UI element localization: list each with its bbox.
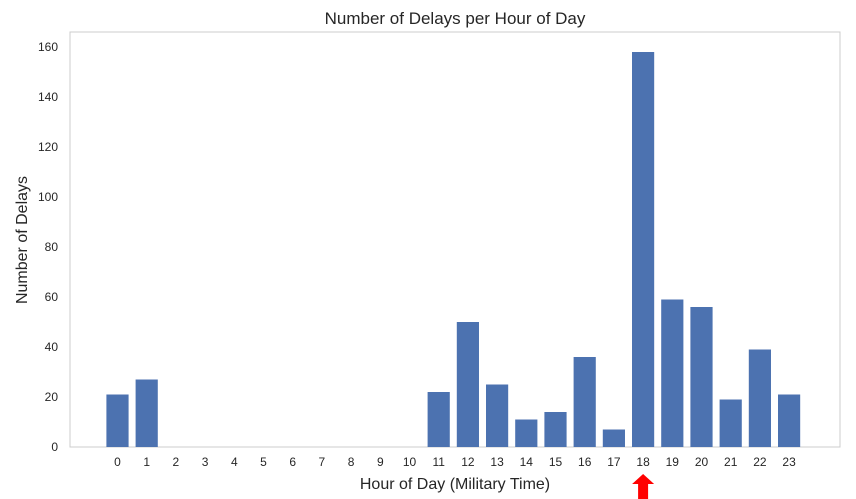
x-axis-label: Hour of Day (Military Time) — [360, 476, 550, 493]
x-tick-label: 10 — [403, 455, 417, 469]
bar-hour-20 — [690, 307, 713, 447]
bar-hour-12 — [456, 322, 479, 447]
x-tick-label: 22 — [753, 455, 767, 469]
x-tick-label: 17 — [607, 455, 621, 469]
x-tick-label: 6 — [289, 455, 296, 469]
bar-hour-23 — [778, 394, 801, 447]
chart-title: Number of Delays per Hour of Day — [325, 9, 586, 28]
x-tick-label: 19 — [666, 455, 680, 469]
bar-hour-21 — [719, 399, 742, 447]
y-tick-label: 40 — [45, 340, 59, 354]
x-tick-label: 5 — [260, 455, 267, 469]
y-axis-label: Number of Delays — [14, 176, 31, 304]
x-tick-label: 4 — [231, 455, 238, 469]
y-tick-labels: 0 20 40 60 80 100 120 140 160 — [38, 40, 58, 454]
x-tick-label: 8 — [348, 455, 355, 469]
x-tick-label: 13 — [490, 455, 504, 469]
plot-area — [69, 31, 841, 448]
x-tick-label: 9 — [377, 455, 384, 469]
bar-hour-1 — [135, 379, 158, 447]
bar-hour-13 — [486, 384, 509, 447]
x-tick-labels: 0 1 2 3 4 5 6 7 8 9 10 11 12 13 14 15 16 17 18 19 20 21 22 23 — [114, 455, 796, 469]
x-tick-label: 20 — [695, 455, 709, 469]
bar-hour-19 — [661, 299, 684, 447]
bar-hour-22 — [748, 349, 771, 447]
y-tick-label: 60 — [45, 290, 59, 304]
x-tick-label: 7 — [319, 455, 326, 469]
x-tick-label: 23 — [782, 455, 796, 469]
y-tick-label: 120 — [38, 140, 58, 154]
y-tick-label: 80 — [45, 240, 59, 254]
annotation-arrow — [632, 474, 655, 499]
bar-hour-0 — [106, 394, 129, 447]
x-tick-label: 14 — [520, 455, 534, 469]
y-tick-label: 0 — [51, 440, 58, 454]
x-tick-label: 15 — [549, 455, 563, 469]
x-tick-label: 2 — [173, 455, 180, 469]
bars-group — [106, 52, 801, 447]
bar-hour-15 — [544, 412, 567, 447]
x-tick-label: 21 — [724, 455, 738, 469]
y-tick-label: 100 — [38, 190, 58, 204]
x-tick-label: 16 — [578, 455, 592, 469]
x-tick-label: 12 — [461, 455, 475, 469]
bar-hour-17 — [602, 429, 625, 447]
bar-hour-18 — [632, 52, 655, 447]
red-arrow-icon — [632, 474, 655, 499]
y-tick-label: 20 — [45, 390, 59, 404]
x-tick-label: 1 — [143, 455, 150, 469]
x-tick-label: 3 — [202, 455, 209, 469]
y-tick-label: 160 — [38, 40, 58, 54]
bar-hour-11 — [427, 392, 450, 447]
bar-hour-14 — [515, 419, 538, 447]
bar-hour-16 — [573, 357, 596, 447]
y-tick-label: 140 — [38, 90, 58, 104]
x-tick-label: 11 — [432, 455, 445, 469]
x-tick-label: 0 — [114, 455, 121, 469]
x-tick-label: 18 — [636, 455, 650, 469]
